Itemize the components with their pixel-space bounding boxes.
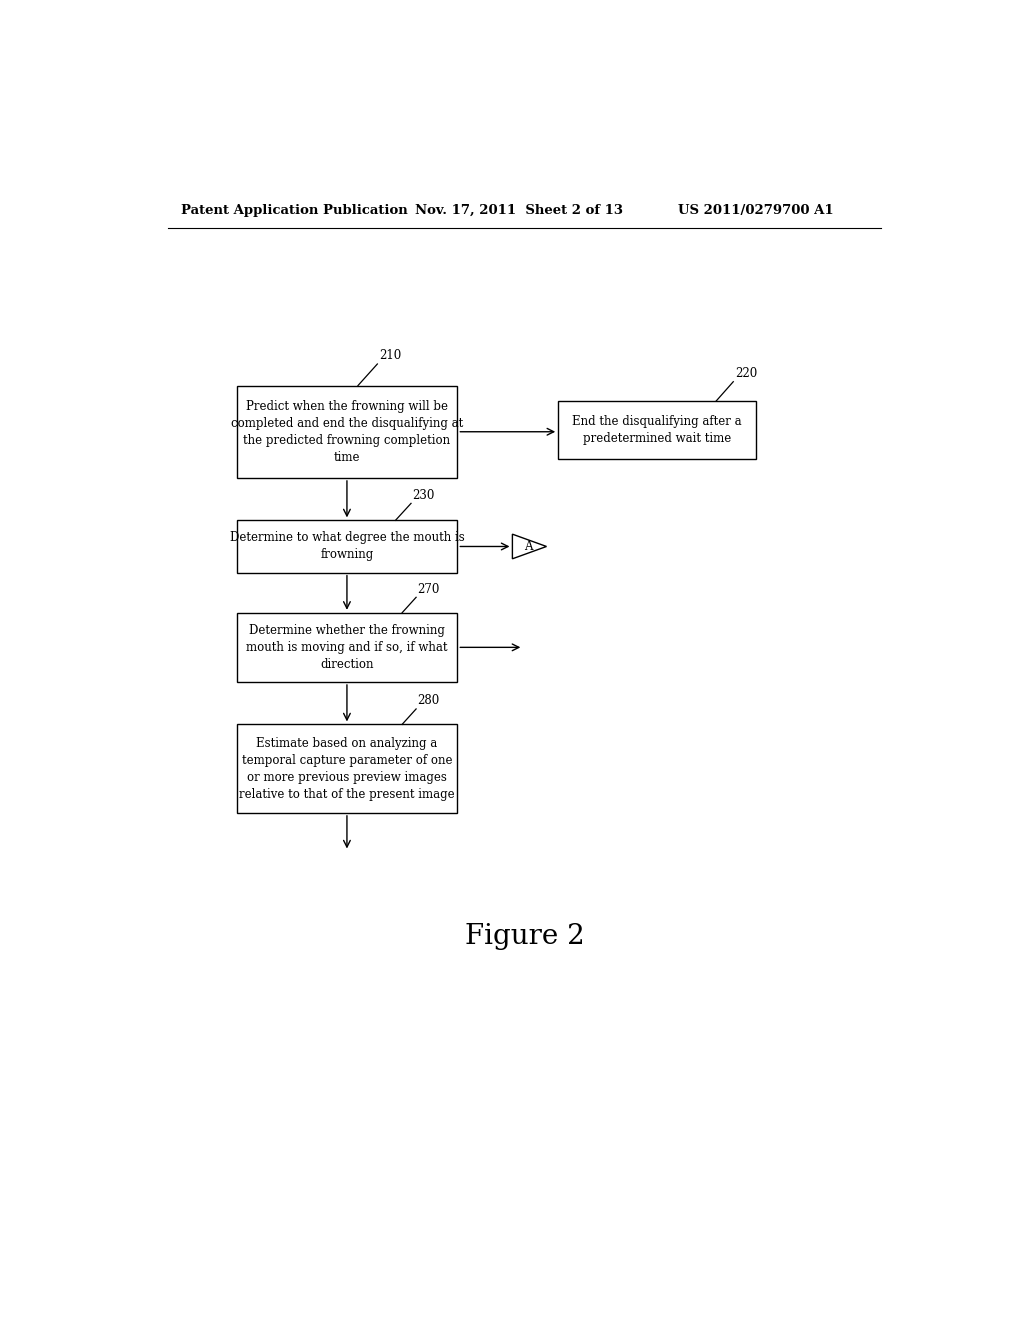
Text: Nov. 17, 2011  Sheet 2 of 13: Nov. 17, 2011 Sheet 2 of 13 bbox=[415, 205, 623, 218]
FancyBboxPatch shape bbox=[237, 612, 458, 682]
Text: Estimate based on analyzing a
temporal capture parameter of one
or more previous: Estimate based on analyzing a temporal c… bbox=[240, 737, 455, 801]
Text: 210: 210 bbox=[379, 350, 401, 363]
FancyBboxPatch shape bbox=[558, 401, 756, 459]
Text: Determine whether the frowning
mouth is moving and if so, if what
direction: Determine whether the frowning mouth is … bbox=[246, 624, 447, 671]
FancyBboxPatch shape bbox=[237, 725, 458, 813]
Text: US 2011/0279700 A1: US 2011/0279700 A1 bbox=[678, 205, 834, 218]
Text: 220: 220 bbox=[735, 367, 757, 380]
Text: A: A bbox=[523, 540, 532, 553]
Text: 270: 270 bbox=[418, 582, 440, 595]
FancyBboxPatch shape bbox=[237, 385, 458, 478]
Text: Figure 2: Figure 2 bbox=[465, 923, 585, 949]
Text: 280: 280 bbox=[418, 694, 440, 708]
Text: Predict when the frowning will be
completed and end the disqualifying at
the pre: Predict when the frowning will be comple… bbox=[230, 400, 463, 463]
Text: End the disqualifying after a
predetermined wait time: End the disqualifying after a predetermi… bbox=[572, 414, 741, 445]
FancyBboxPatch shape bbox=[237, 520, 458, 573]
Text: Determine to what degree the mouth is
frowning: Determine to what degree the mouth is fr… bbox=[229, 532, 464, 561]
Text: Patent Application Publication: Patent Application Publication bbox=[180, 205, 408, 218]
Text: 230: 230 bbox=[413, 488, 435, 502]
Polygon shape bbox=[512, 535, 547, 558]
